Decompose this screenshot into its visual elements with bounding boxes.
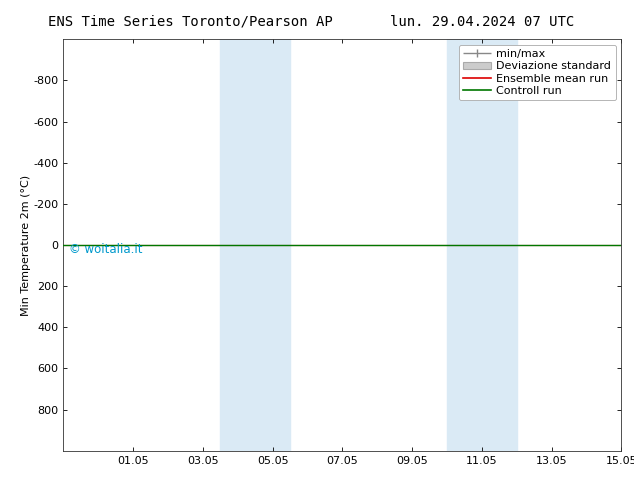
Text: © woitalia.it: © woitalia.it (69, 243, 143, 256)
Bar (221, 39, 290, 451)
Bar (447, 39, 517, 451)
Text: ENS Time Series Toronto/Pearson AP: ENS Time Series Toronto/Pearson AP (48, 15, 333, 29)
Y-axis label: Min Temperature 2m (°C): Min Temperature 2m (°C) (21, 174, 30, 316)
Legend: min/max, Deviazione standard, Ensemble mean run, Controll run: min/max, Deviazione standard, Ensemble m… (458, 45, 616, 100)
Text: lun. 29.04.2024 07 UTC: lun. 29.04.2024 07 UTC (390, 15, 574, 29)
